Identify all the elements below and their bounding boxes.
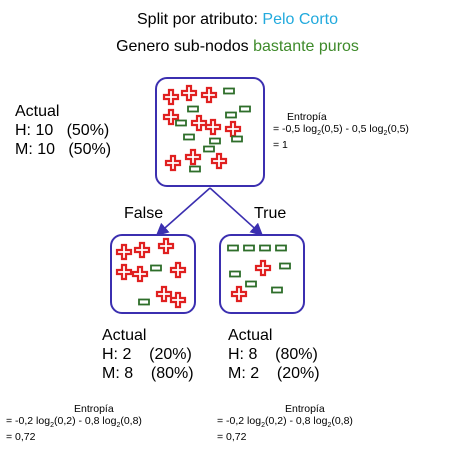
log-base: 2	[116, 422, 121, 430]
right-stats: Actual H: 8 (80%) M: 2 (20%)	[228, 326, 320, 384]
root-entropy-label: Entropía	[287, 111, 327, 123]
cross-icon	[169, 261, 187, 279]
left-entropy-value: = 0,72	[6, 430, 36, 443]
right-entropy: Entropía = -0,2 log2(0,2) - 0,8 log2(0,8…	[217, 403, 353, 443]
root-stats: Actual H: 10 (50%) M: 10 (50%)	[15, 102, 111, 160]
false-edge	[155, 187, 211, 237]
root-node-items	[162, 84, 251, 173]
cross-icon	[254, 259, 272, 277]
log-base: 2	[261, 422, 265, 430]
dash-icon	[231, 135, 243, 143]
dash-icon	[175, 119, 187, 127]
dash-icon	[138, 298, 150, 306]
right-entropy-formula: = -0,2 log2(0,2) - 0,8 log2(0,8)	[217, 415, 353, 430]
right-m-count: M: 2 (20%)	[228, 365, 320, 383]
dash-icon	[183, 133, 195, 141]
cross-icon	[230, 285, 248, 303]
left-stats: Actual H: 2 (20%) M: 8 (80%)	[102, 326, 194, 384]
formula-part: (0,8)	[120, 415, 142, 428]
root-entropy-value: = 1	[273, 138, 288, 151]
right-node-items	[227, 244, 291, 303]
left-entropy: Entropía = -0,2 log2(0,2) - 0,8 log2(0,8…	[6, 403, 142, 443]
cross-icon	[115, 243, 133, 261]
right-entropy-label: Entropía	[285, 403, 325, 415]
formula-part: = -0,5 log	[273, 123, 318, 136]
cross-icon	[164, 154, 182, 172]
subtitle-prefix: Genero sub-nodos	[116, 38, 254, 55]
left-entropy-formula: = -0,2 log2(0,2) - 0,8 log2(0,8)	[6, 415, 142, 430]
formula-part: (0,5) - 0,5 log	[320, 123, 384, 136]
title-prefix: Split por atributo:	[137, 11, 263, 28]
dash-icon	[203, 145, 215, 153]
cross-icon	[200, 86, 218, 104]
cross-icon	[157, 237, 175, 255]
dash-icon	[239, 105, 251, 113]
right-child-node	[219, 234, 305, 314]
dash-icon	[150, 264, 162, 272]
log-base: 2	[383, 130, 388, 138]
formula-part: (0,5)	[387, 123, 409, 136]
dash-icon	[189, 165, 201, 173]
root-entropy: Entropía = -0,5 log2(0,5) - 0,5 log2(0,5…	[273, 111, 409, 151]
left-child-node	[110, 234, 196, 314]
root-actual-label: Actual	[15, 103, 60, 120]
left-h-count: H: 2 (20%)	[102, 346, 192, 364]
dash-icon	[243, 244, 255, 252]
dash-icon	[275, 244, 287, 252]
subtitle-highlight: bastante puros	[253, 38, 359, 55]
cross-icon	[133, 241, 151, 259]
cross-icon	[169, 291, 187, 309]
formula-part: = -0,2 log	[6, 415, 51, 428]
root-node	[155, 77, 265, 187]
cross-icon	[162, 108, 180, 126]
formula-part: = -0,2 log	[217, 415, 262, 428]
cross-icon	[155, 285, 173, 303]
dash-icon	[223, 87, 235, 95]
cross-icon	[131, 265, 149, 283]
right-actual-label: Actual	[228, 327, 273, 344]
log-base: 2	[50, 422, 54, 430]
log-base: 2	[327, 422, 332, 430]
root-h-count: H: 10 (50%)	[15, 122, 110, 140]
title-attribute: Pelo Corto	[262, 11, 338, 28]
dash-icon	[227, 244, 239, 252]
cross-icon	[210, 152, 228, 170]
title-line-2: Genero sub-nodos bastante puros	[0, 37, 475, 56]
formula-part: (0,8)	[331, 415, 353, 428]
cross-icon	[224, 120, 242, 138]
cross-icon	[184, 148, 202, 166]
root-m-count: M: 10 (50%)	[15, 141, 112, 159]
left-actual-label: Actual	[102, 327, 147, 344]
root-entropy-formula: = -0,5 log2(0,5) - 0,5 log2(0,5)	[273, 123, 409, 138]
true-label: True	[254, 205, 287, 222]
cross-icon	[204, 118, 222, 136]
dash-icon	[187, 105, 199, 113]
dash-icon	[259, 244, 271, 252]
dash-icon	[225, 111, 237, 119]
title-line-1: Split por atributo: Pelo Corto	[0, 10, 475, 29]
dash-icon	[245, 280, 257, 288]
left-node-items	[115, 237, 187, 309]
dash-icon	[279, 262, 291, 270]
right-entropy-value: = 0,72	[217, 430, 247, 443]
dash-icon	[209, 137, 221, 145]
cross-icon	[115, 263, 133, 281]
cross-icon	[190, 114, 208, 132]
formula-part: (0,2) - 0,8 log	[264, 415, 328, 428]
log-base: 2	[317, 130, 321, 138]
cross-icon	[180, 84, 198, 102]
formula-part: (0,2) - 0,8 log	[53, 415, 117, 428]
dash-icon	[271, 286, 283, 294]
false-label: False	[124, 205, 164, 222]
true-edge	[209, 187, 264, 237]
dash-icon	[229, 270, 241, 278]
left-entropy-label: Entropía	[74, 403, 114, 415]
right-h-count: H: 8 (80%)	[228, 346, 318, 364]
cross-icon	[162, 88, 180, 106]
left-m-count: M: 8 (80%)	[102, 365, 194, 383]
